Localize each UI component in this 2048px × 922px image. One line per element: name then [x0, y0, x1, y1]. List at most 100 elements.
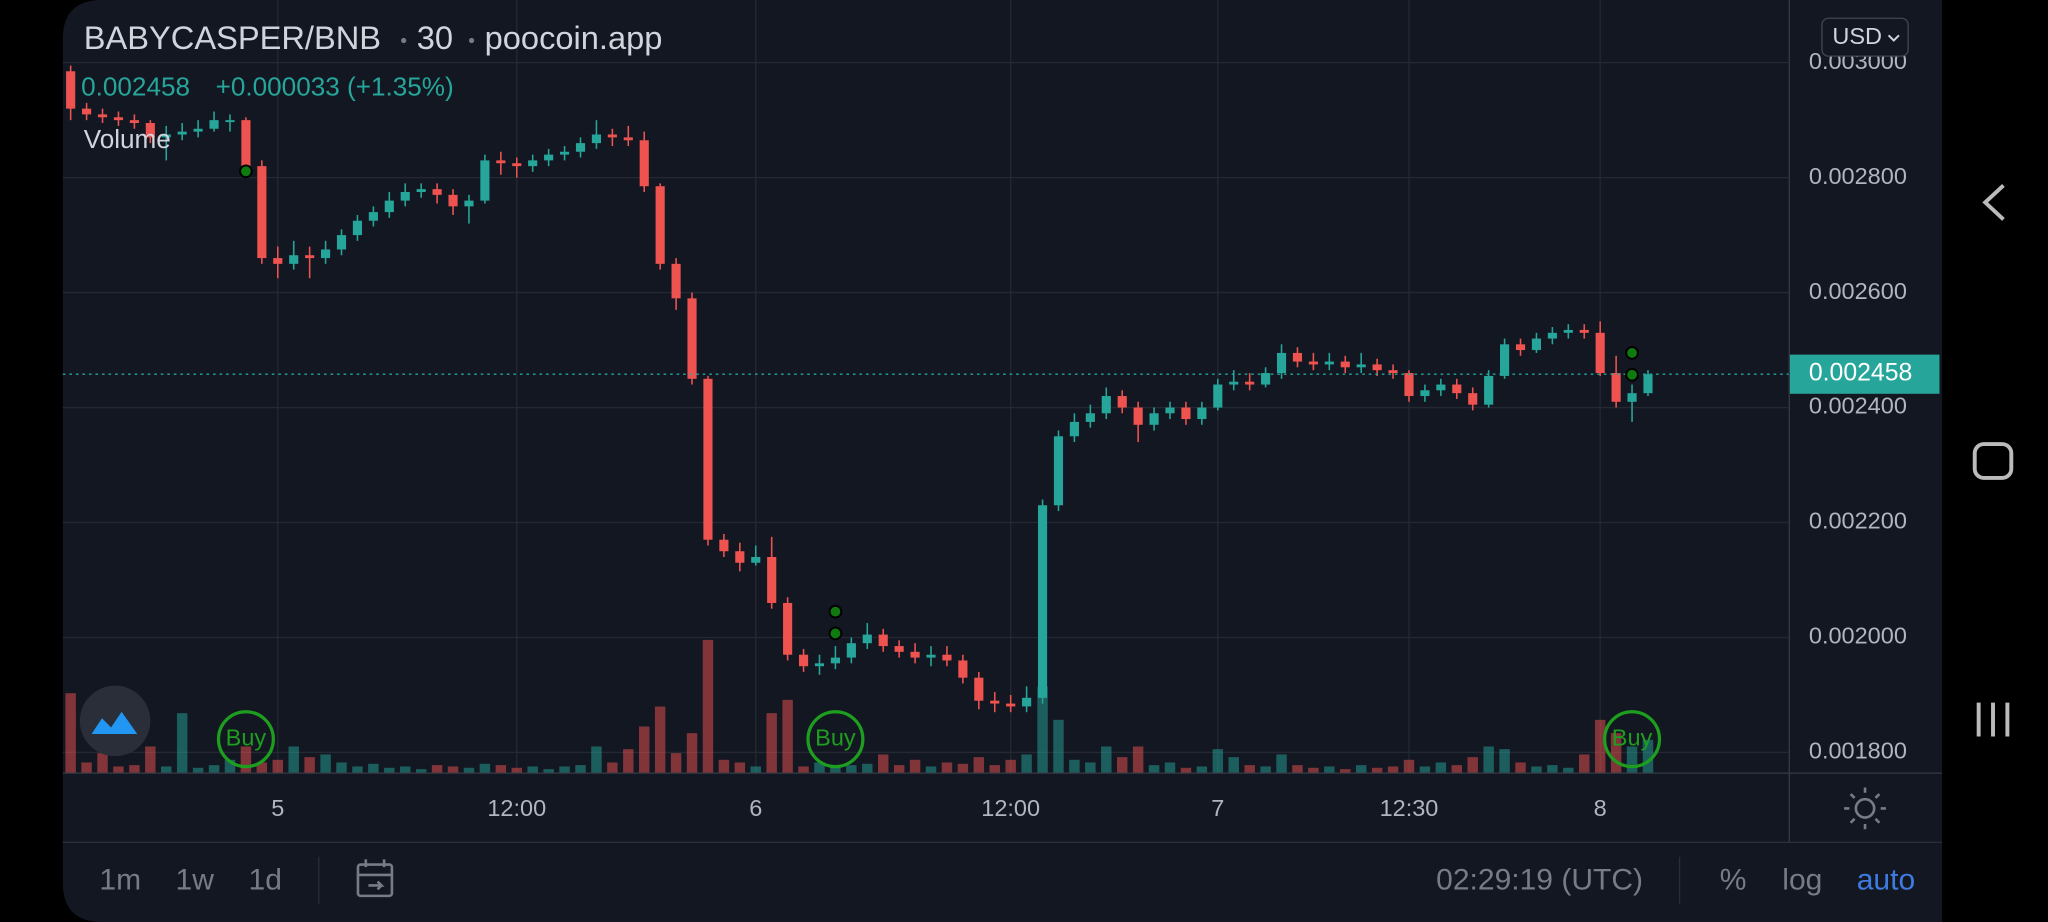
scale-option[interactable]: %	[1720, 863, 1747, 896]
symbol: BABYCASPER/BNB	[84, 19, 381, 56]
candle-body	[1213, 384, 1223, 408]
volume-bar	[782, 699, 793, 774]
scale-option[interactable]: auto	[1857, 863, 1915, 896]
nav-home[interactable]	[1972, 442, 2014, 480]
volume-bar	[1148, 765, 1160, 774]
candle-body	[894, 646, 904, 652]
date-range-icon[interactable]	[356, 859, 394, 898]
volume-bar	[1260, 766, 1271, 774]
candle-body	[1452, 384, 1462, 394]
currency-button[interactable]	[1821, 17, 1909, 57]
y-tick-label: 0.002800	[1809, 163, 1907, 189]
volume-bar	[623, 749, 634, 774]
logo[interactable]	[79, 685, 151, 757]
candle-body	[241, 120, 251, 167]
volume-bar	[240, 746, 252, 774]
candle-body	[607, 134, 617, 138]
candle-body	[129, 120, 139, 124]
candle-body	[464, 200, 474, 207]
candle-body	[1388, 370, 1398, 374]
volume-bar	[1101, 746, 1112, 774]
volume-bar	[798, 766, 809, 774]
candle-body	[990, 700, 1000, 704]
candle-body	[544, 154, 554, 161]
candle-body	[528, 160, 538, 167]
last-price-label: 0.002458	[1809, 360, 1912, 387]
candle-body	[958, 660, 968, 678]
volume-bar	[1499, 749, 1510, 774]
volume-bar	[925, 766, 937, 774]
candle-body	[448, 194, 458, 207]
volume-bar	[304, 757, 315, 774]
volume-bar	[1387, 766, 1399, 774]
calendar	[356, 863, 394, 898]
candle-body	[1149, 413, 1159, 425]
candle-body	[1515, 344, 1526, 351]
volume-bar	[1292, 765, 1303, 774]
x-tick-label: 7	[1211, 795, 1224, 821]
volume-bar	[830, 767, 841, 774]
volume-bar	[957, 763, 969, 774]
candle-body	[942, 654, 952, 661]
volume-bar	[1642, 739, 1654, 774]
volume-bar	[973, 757, 985, 774]
dropdown-arrow	[1887, 34, 1900, 42]
candle-body	[1627, 393, 1637, 402]
volume-bar	[1116, 757, 1128, 774]
volume-bar	[1626, 746, 1638, 774]
volume-bar	[1053, 719, 1064, 774]
candle-body	[703, 378, 713, 540]
volume-bar	[734, 762, 746, 774]
nav-recents[interactable]	[1976, 702, 2010, 737]
candle-body	[1643, 374, 1653, 394]
candle-body	[1117, 396, 1127, 408]
candle-body	[384, 200, 394, 213]
candle-body	[1372, 364, 1382, 371]
volume-bar	[1515, 762, 1526, 774]
calendar-detail	[357, 859, 392, 891]
candle-body	[1245, 381, 1255, 385]
candle-body	[1547, 332, 1557, 339]
candle-body	[591, 134, 602, 144]
candle-body	[66, 71, 76, 109]
volume-bar	[1594, 719, 1606, 774]
range-button[interactable]: 1w	[176, 863, 215, 896]
volume-bar	[1547, 765, 1558, 774]
volume-bar	[1340, 769, 1351, 774]
volume-bar	[1579, 754, 1590, 774]
candle-body	[1484, 375, 1494, 405]
candle-body	[575, 143, 586, 152]
candle-body	[830, 657, 840, 664]
volume-bar	[1069, 759, 1080, 774]
candle-body	[273, 258, 283, 264]
volume-bar	[1435, 762, 1447, 774]
candle-body	[926, 654, 936, 658]
volume-bar	[113, 766, 124, 774]
candle-body	[878, 634, 888, 647]
volume-bar	[224, 759, 236, 774]
volume-bar	[941, 762, 953, 774]
volume-bar	[368, 763, 379, 774]
volume-bar	[415, 769, 427, 774]
nav-back[interactable]	[1982, 184, 2005, 221]
volume-bar	[1212, 749, 1224, 774]
volume-label: Volume	[84, 124, 171, 154]
candle-body	[974, 677, 984, 701]
candle-body	[97, 114, 108, 118]
x-tick-label: 12:00	[981, 795, 1040, 821]
candle-body	[1611, 373, 1621, 402]
volume-bar	[1355, 765, 1367, 774]
candle-body	[846, 643, 856, 658]
range-button[interactable]: 1m	[99, 863, 141, 896]
volume-bar	[495, 765, 507, 774]
candle-body	[416, 189, 426, 192]
currency[interactable]: USD	[1832, 23, 1882, 49]
scale-option[interactable]: log	[1782, 863, 1822, 896]
candle-body	[432, 189, 442, 195]
candle-body	[751, 556, 761, 563]
volume-bar	[893, 765, 905, 774]
settings-icon[interactable]	[1844, 787, 1886, 830]
candle-body	[1261, 373, 1271, 385]
range-button[interactable]: 1d	[249, 863, 282, 896]
volume-bar	[686, 733, 698, 774]
